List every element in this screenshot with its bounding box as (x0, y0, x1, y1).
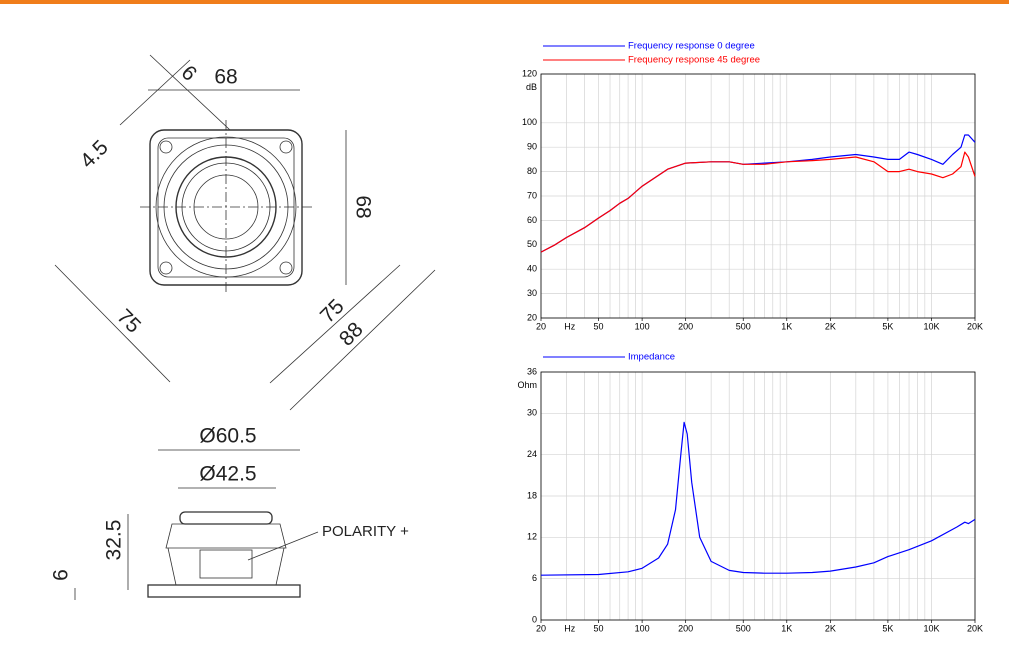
x-tick-label: 20K (967, 623, 983, 633)
plot-frame (540, 73, 976, 319)
x-tick-label: 20K (967, 321, 983, 331)
x-tick-label: 2K (825, 623, 836, 633)
x-tick-label: 100 (635, 321, 650, 331)
x-tick-label: 5K (882, 623, 893, 633)
dimension: Ø60.5 (199, 425, 256, 448)
y-tick-label: 50 (527, 239, 537, 249)
y-tick-label: 20 (527, 312, 537, 322)
dimension: Ø42.5 (199, 463, 256, 486)
x-tick-label: 50 (594, 321, 604, 331)
x-tick-label: 500 (736, 623, 751, 633)
x-tick-label: 50 (594, 623, 604, 633)
dimension: 75 (112, 305, 145, 338)
y-tick-label: 30 (527, 408, 537, 418)
top-rule (0, 0, 1009, 4)
y-tick-label: 24 (527, 449, 537, 459)
y-tick-label: 30 (527, 288, 537, 298)
legend-label: Impedance (628, 352, 675, 363)
legend-label: Frequency response 45 degree (628, 55, 760, 66)
x-tick-label: 10K (923, 623, 939, 633)
x-tick-label: 10K (923, 321, 939, 331)
x-tick-label: 100 (635, 623, 650, 633)
dimension: 32.5 (103, 520, 126, 561)
dimension: 4.5 (76, 136, 113, 173)
x-unit: Hz (564, 623, 575, 633)
plot-frame (540, 371, 976, 621)
y-tick-label: 0 (532, 614, 537, 624)
dimension: 6 (50, 569, 73, 581)
x-unit: Hz (564, 321, 575, 331)
x-tick-label: 200 (678, 321, 693, 331)
legend-label: Frequency response 0 degree (628, 41, 755, 52)
x-tick-label: 5K (882, 321, 893, 331)
dimension: 68 (351, 195, 374, 218)
callout: POLARITY + (322, 523, 409, 540)
x-tick-label: 2K (825, 321, 836, 331)
series-line (540, 151, 976, 253)
dimension: 68 (214, 66, 237, 89)
y-tick-label: 100 (522, 117, 537, 127)
y-tick-label: 6 (532, 573, 537, 583)
dimension: 75 (316, 295, 349, 328)
y-tick-label: 12 (527, 532, 537, 542)
series-line (540, 134, 976, 253)
y-unit: dB (526, 82, 537, 92)
x-tick-label: 1K (781, 623, 792, 633)
y-tick-label: 70 (527, 190, 537, 200)
dimension: 6 (177, 61, 202, 86)
x-tick-label: 200 (678, 623, 693, 633)
y-tick-label: 60 (527, 215, 537, 225)
x-tick-label: 1K (781, 321, 792, 331)
y-tick-label: 80 (527, 166, 537, 176)
technical-drawing: 6 68 4.5 68 75 75 88 Ø60.5 Ø42.5 32.5 6 … (50, 54, 436, 600)
y-tick-label: 120 (522, 68, 537, 78)
series-line (540, 421, 976, 576)
y-tick-label: 90 (527, 142, 537, 152)
y-tick-label: 40 (527, 264, 537, 274)
y-unit: Ohm (517, 380, 537, 390)
y-tick-label: 18 (527, 490, 537, 500)
y-tick-label: 36 (527, 366, 537, 376)
dimension: 88 (335, 318, 368, 351)
x-tick-label: 20 (536, 321, 546, 331)
x-tick-label: 500 (736, 321, 751, 331)
x-tick-label: 20 (536, 623, 546, 633)
